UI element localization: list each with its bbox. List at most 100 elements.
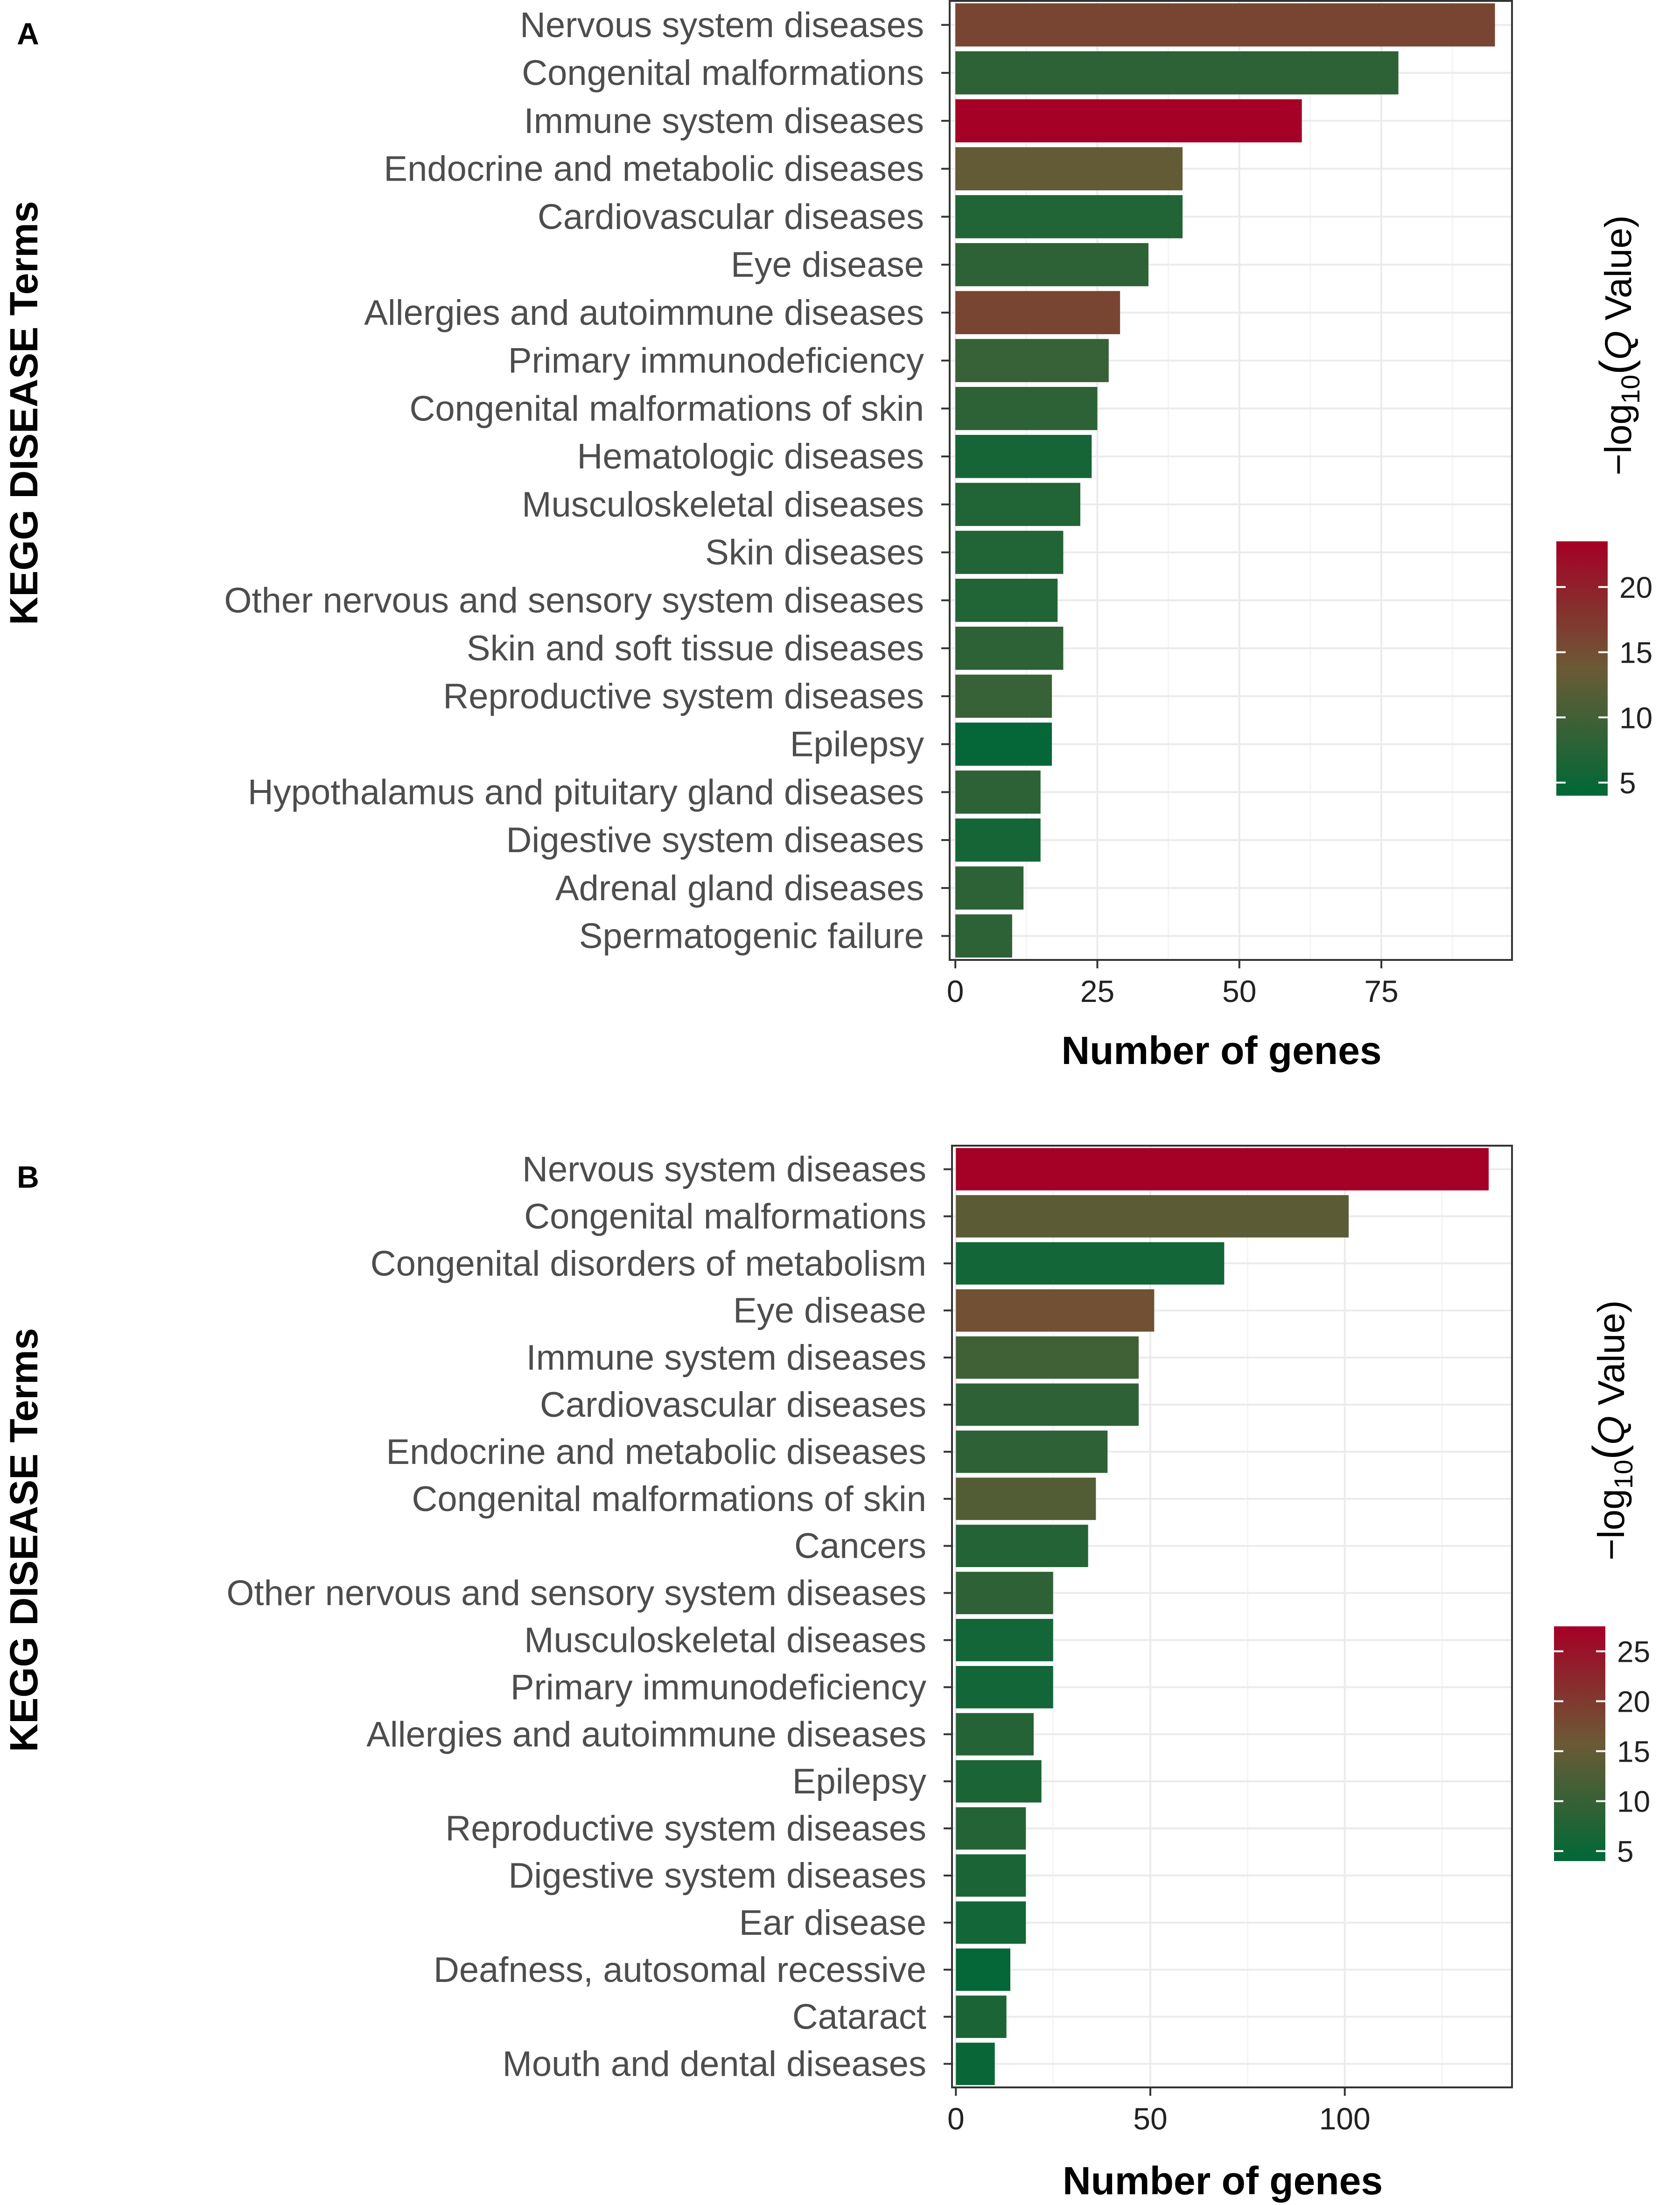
- category-label: Epilepsy: [792, 1762, 926, 1801]
- category-label: Mouth and dental diseases: [503, 2044, 926, 2084]
- x-tick-label: 50: [1133, 2101, 1167, 2136]
- x-axis-title: Number of genes: [1063, 2159, 1383, 2203]
- bar: [956, 1901, 1026, 1944]
- bar: [955, 243, 1149, 287]
- category-label: Endocrine and metabolic diseases: [386, 1432, 926, 1472]
- bar: [956, 1807, 1026, 1850]
- bars: [956, 1148, 1489, 2085]
- plot-background: [952, 1146, 1512, 2087]
- bar: [956, 1477, 1096, 1520]
- panel-label: A: [17, 16, 39, 51]
- bar: [955, 626, 1064, 670]
- colorbar-tick-label: 20: [1617, 1685, 1650, 1719]
- bar: [956, 1572, 1053, 1614]
- bar: [956, 1336, 1139, 1379]
- bar: [956, 1854, 1026, 1897]
- category-label: Digestive system diseases: [506, 820, 924, 860]
- colorbar: [1556, 541, 1608, 796]
- category-label: Cardiovascular diseases: [538, 197, 924, 237]
- colorbar-title-subscript: 10: [1616, 375, 1645, 404]
- colorbar-tick-label: 5: [1617, 1835, 1634, 1869]
- category-label: Allergies and autoimmune diseases: [364, 293, 924, 333]
- y-axis-labels: Nervous system diseases Congenital malfor…: [226, 1149, 952, 2084]
- plot-border: [949, 0, 1513, 961]
- colorbar-tick-label: 10: [1617, 1785, 1650, 1819]
- x-tick-label: 25: [1080, 974, 1114, 1008]
- category-label: Congenital disorders of metabolism: [371, 1244, 926, 1283]
- bar: [956, 1195, 1349, 1238]
- bar: [956, 1383, 1139, 1426]
- bar: [955, 339, 1109, 382]
- bar: [956, 2043, 995, 2085]
- category-label: Cardiovascular diseases: [540, 1385, 926, 1425]
- colorbar-title-suffix: Value): [1597, 215, 1639, 331]
- category-label: Digestive system diseases: [509, 1856, 926, 1896]
- bar: [956, 1289, 1155, 1332]
- bar: [956, 1713, 1034, 1756]
- x-axis-title: Number of genes: [1061, 1029, 1381, 1072]
- category-label: Deafness, autosomal recessive: [434, 1950, 926, 1990]
- category-label: Cancers: [794, 1526, 926, 1566]
- colorbar: [1554, 1626, 1605, 1861]
- bar: [955, 866, 1024, 910]
- bar: [955, 99, 1302, 143]
- colorbar-title-q: Q: [1597, 331, 1639, 360]
- category-label: Nervous system diseases: [520, 5, 924, 45]
- category-label: Congenital malformations of skin: [412, 1479, 926, 1519]
- bars: [955, 3, 1495, 958]
- y-axis-labels: Nervous system diseases Congenital malfor…: [224, 5, 950, 956]
- category-label: Congenital malformations: [522, 53, 924, 93]
- category-label: Musculoskeletal diseases: [524, 1620, 926, 1660]
- x-tick-label: 50: [1222, 974, 1256, 1008]
- x-axis-ticks: 0 25 50 75: [947, 960, 1399, 1008]
- colorbar-tick-label: 15: [1617, 1735, 1650, 1769]
- category-label: Epilepsy: [790, 725, 924, 764]
- bar: [955, 3, 1495, 47]
- category-label: Immune system diseases: [526, 1338, 926, 1378]
- category-label: Hematologic diseases: [577, 437, 924, 476]
- category-label: Congenital malformations: [524, 1197, 926, 1236]
- bar: [955, 434, 1092, 478]
- colorbar-tick-label: 10: [1619, 701, 1652, 735]
- category-label: Cataract: [792, 1997, 926, 2037]
- category-label: Endocrine and metabolic diseases: [384, 149, 924, 189]
- category-label: Other nervous and sensory system disease…: [224, 581, 924, 620]
- bar: [955, 818, 1041, 862]
- colorbar-title-prefix: −log: [1590, 1489, 1632, 1560]
- category-label: Musculoskeletal diseases: [522, 485, 924, 525]
- category-label: Allergies and autoimmune diseases: [366, 1715, 926, 1754]
- category-label: Primary immunodeficiency: [508, 341, 924, 381]
- colorbar-title: −log10(Q Value): [1591, 215, 1645, 476]
- colorbar-title-subscript: 10: [1609, 1460, 1638, 1489]
- bar: [955, 674, 1052, 718]
- colorbar-title-q: Q: [1590, 1416, 1632, 1445]
- category-label: Congenital malformations of skin: [409, 389, 924, 428]
- x-tick-label: 75: [1364, 974, 1398, 1008]
- bar: [955, 722, 1052, 766]
- bar: [955, 914, 1012, 958]
- bar: [955, 770, 1041, 814]
- bar: [956, 1619, 1053, 1661]
- colorbar-title-suffix: Value): [1590, 1300, 1632, 1416]
- x-axis-ticks: 0 50 100: [947, 2087, 1371, 2136]
- bar: [955, 291, 1120, 335]
- bar: [956, 1948, 1010, 1991]
- category-label: Ear disease: [739, 1903, 926, 1943]
- bar: [956, 1525, 1088, 1568]
- category-label: Spermatogenic failure: [579, 917, 924, 956]
- x-tick-label: 100: [1319, 2101, 1371, 2136]
- colorbar-title-paren: (: [1591, 360, 1641, 375]
- category-label: Adrenal gland diseases: [555, 868, 924, 908]
- bar: [956, 1760, 1042, 1803]
- x-tick-label: 0: [947, 2101, 965, 2136]
- colorbar-tick-label: 25: [1617, 1635, 1650, 1669]
- category-label: Hypothalamus and pituitary gland disease…: [248, 772, 924, 812]
- category-label: Reproductive system diseases: [445, 1809, 926, 1848]
- colorbar-title-prefix: −log: [1597, 404, 1639, 475]
- category-label: Reproductive system diseases: [443, 677, 924, 716]
- category-label: Skin diseases: [705, 533, 924, 573]
- category-label: Eye disease: [733, 1291, 926, 1330]
